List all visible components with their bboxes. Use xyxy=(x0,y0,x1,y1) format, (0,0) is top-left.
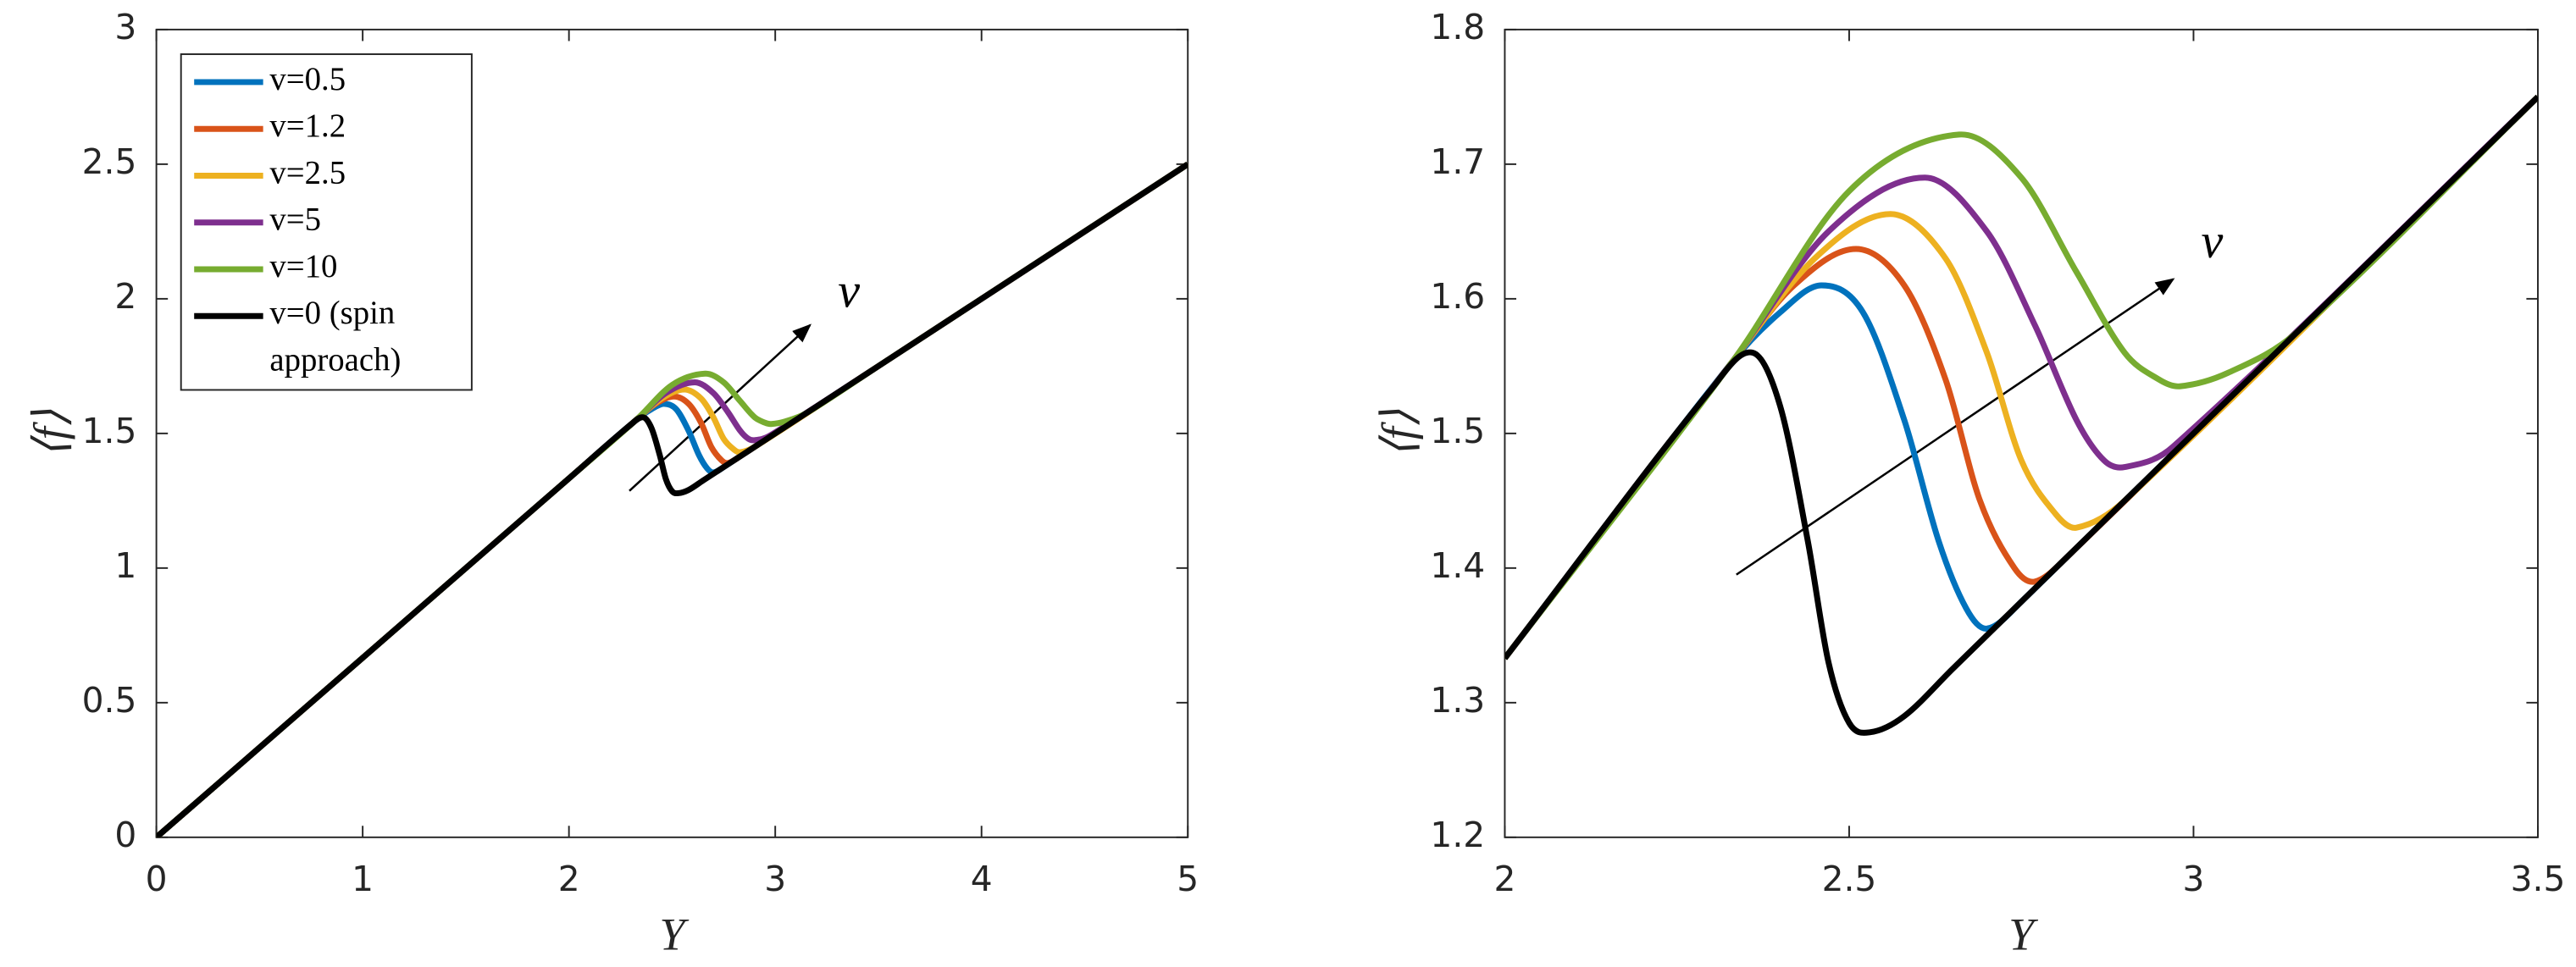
legend-label: v=2.5 xyxy=(269,154,346,191)
axes-box xyxy=(1504,28,2539,838)
annotation: v xyxy=(838,262,860,318)
series-line xyxy=(1504,94,2538,660)
plot-area xyxy=(156,161,1188,837)
axes-box xyxy=(155,28,1189,838)
x-tick-label: 0 xyxy=(146,859,168,899)
y-axis-label: ⟨f⟩ xyxy=(1373,409,1424,457)
y-tick-label: 3 xyxy=(114,7,136,47)
x-tick-label: 2 xyxy=(558,859,580,899)
x-axis-label: Y xyxy=(2008,909,2038,959)
y-tick-label: 1.3 xyxy=(1430,680,1485,721)
y-tick-label: 2 xyxy=(114,276,136,317)
legend: v=0.5 v=1.2 v=2.5 v=5 v=10 v=0 (spin approach) xyxy=(180,53,473,391)
x-tick-label: 2.5 xyxy=(1822,859,1877,899)
x-axis-label: Y xyxy=(659,909,689,959)
y-tick-label: 1.2 xyxy=(1430,815,1485,855)
y-axis-label: ⟨f⟩ xyxy=(25,409,75,457)
legend-label: v=5 xyxy=(269,202,321,238)
y-tick-label: 1.6 xyxy=(1430,276,1485,317)
x-tick-label: 3.5 xyxy=(2511,859,2566,899)
x-tick-label: 3 xyxy=(764,859,786,899)
x-tick-label: 2 xyxy=(1493,859,1515,899)
series-line xyxy=(1504,94,2538,736)
x-tick-label: 3 xyxy=(2183,859,2205,899)
x-tick-label: 1 xyxy=(352,859,374,899)
x-tick-label: 5 xyxy=(1177,859,1199,899)
y-tick-label: 0.5 xyxy=(82,680,137,721)
plot-area xyxy=(1504,94,2538,736)
y-tick-label: 1.5 xyxy=(82,411,137,451)
y-tick-label: 2.5 xyxy=(82,141,137,182)
arrow xyxy=(1736,278,2175,576)
y-tick-label: 1.7 xyxy=(1430,141,1485,182)
x-tick-label: 4 xyxy=(971,859,993,899)
annotation: v xyxy=(2202,213,2224,268)
y-tick-label: 1.8 xyxy=(1430,7,1485,47)
y-tick-label: 1.5 xyxy=(1430,411,1485,451)
legend-label: v=0.5 xyxy=(269,61,346,97)
legend-box xyxy=(180,53,473,391)
series-line xyxy=(156,161,1188,837)
legend-label: v=0 (spin approach) xyxy=(269,295,401,378)
y-tick-label: 1 xyxy=(114,545,136,586)
legend-label: v=10 xyxy=(269,248,337,285)
y-tick-label: 1.4 xyxy=(1430,545,1485,586)
legend-label: v=1.2 xyxy=(269,108,346,144)
y-tick-label: 0 xyxy=(114,815,136,855)
